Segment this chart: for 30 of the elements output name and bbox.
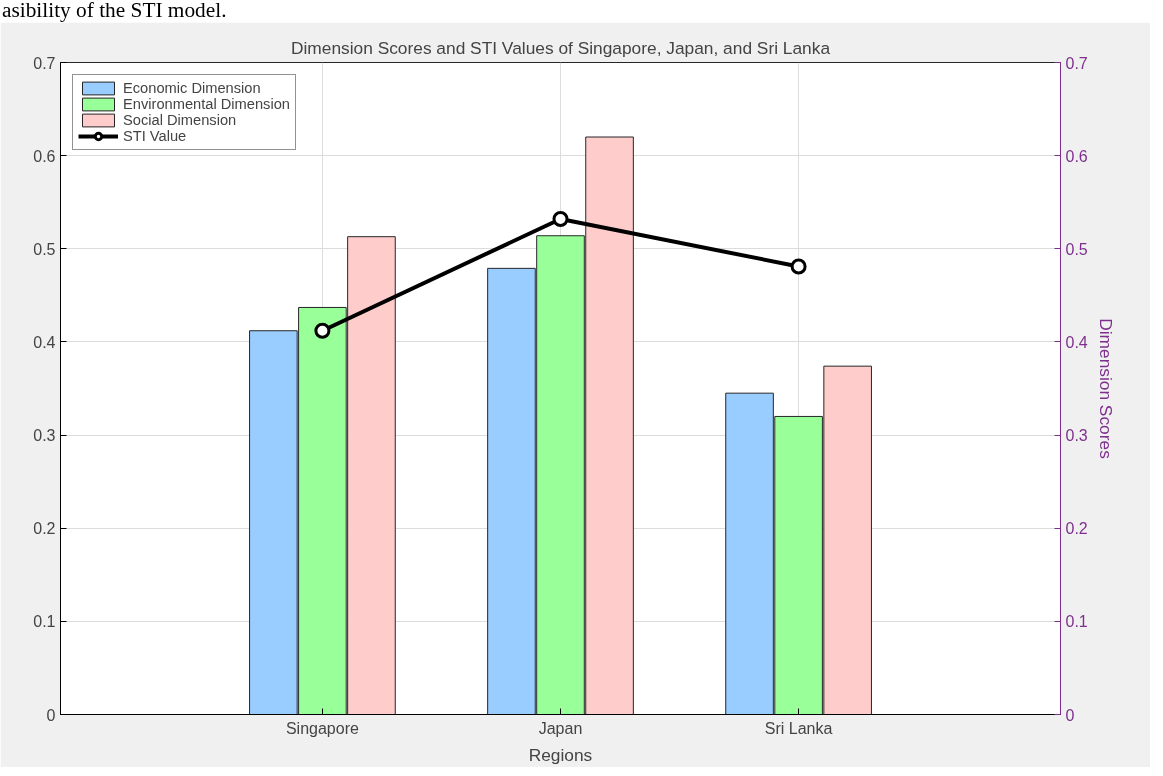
- point: [314, 322, 331, 339]
- y-tick-label: 0.3: [33, 427, 56, 445]
- x-axis-title: Regions: [528, 744, 593, 765]
- point: [790, 258, 807, 275]
- y-tick-label: 0: [46, 706, 56, 724]
- y2-tick-label: 0.1: [1065, 613, 1088, 631]
- x-tick-label: Sri Lanka: [764, 719, 833, 737]
- legend-label: Social Dimension: [123, 112, 237, 128]
- y2-axis-title: Dimension Scores: [1095, 318, 1116, 460]
- y-tick-label: 0.1: [33, 613, 56, 631]
- y2-tick-label: 0.2: [1065, 520, 1088, 538]
- legend-label: Economic Dimension: [123, 80, 261, 96]
- x-tick-label: Japan: [538, 719, 583, 737]
- point: [552, 210, 569, 227]
- y-tick-label: 0.6: [33, 147, 56, 165]
- y2-tick-label: 0.4: [1065, 333, 1088, 351]
- y-tick-label: 0.4: [33, 333, 56, 351]
- y2-tick-label: 0.7: [1065, 54, 1088, 72]
- y2-tick-label: 0: [1065, 706, 1075, 724]
- y-tick-label: 0.7: [33, 54, 56, 72]
- y2-tick-label: 0.5: [1065, 240, 1088, 258]
- legend-label: STI Value: [123, 128, 187, 144]
- y2-tick-label: 0.3: [1065, 427, 1088, 445]
- y-tick-label: 0.5: [33, 240, 56, 258]
- text: asibility of the STI model.: [2, 0, 227, 22]
- chart-title: Dimension Scores and STI Values of Singapore, Japan, and Sri Lanka: [290, 37, 831, 58]
- y2-tick-label: 0.6: [1065, 147, 1088, 165]
- legend-label: Environmental Dimension: [123, 96, 290, 112]
- x-tick-label: Singapore: [285, 719, 359, 737]
- y-tick-label: 0.2: [33, 520, 56, 538]
